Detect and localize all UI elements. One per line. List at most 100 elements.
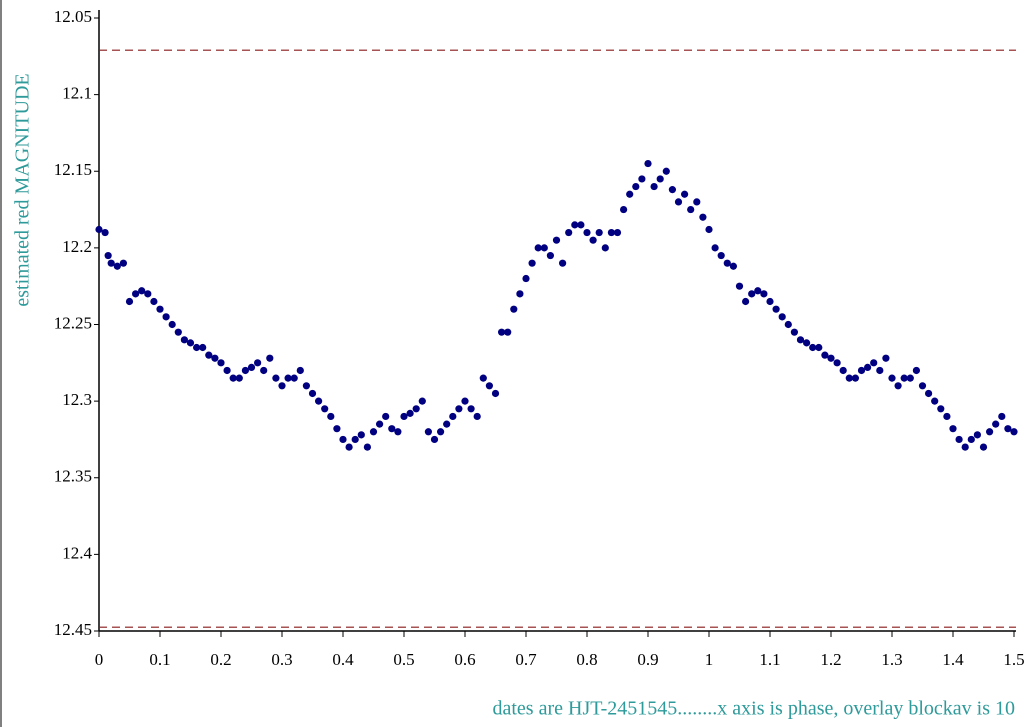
data-point — [851, 374, 860, 382]
y-tick-label: 12.2 — [62, 237, 92, 256]
data-point — [906, 374, 914, 382]
data-point — [119, 259, 127, 267]
data-point — [278, 382, 286, 390]
data-point — [101, 228, 109, 237]
data-point — [571, 221, 579, 229]
data-point — [552, 236, 561, 244]
data-point — [955, 435, 963, 444]
data-point — [369, 428, 378, 436]
data-point — [626, 190, 634, 198]
data-point — [193, 343, 201, 352]
data-point — [1010, 428, 1018, 436]
data-point — [162, 313, 170, 321]
data-point — [644, 159, 652, 168]
data-point — [382, 412, 390, 421]
data-point — [876, 366, 884, 375]
data-point — [760, 290, 768, 298]
data-point — [321, 405, 329, 413]
data-point — [559, 259, 567, 267]
data-point — [504, 328, 512, 336]
data-point — [888, 374, 896, 382]
data-point — [296, 366, 304, 375]
data-point — [418, 397, 426, 405]
data-point — [1004, 425, 1012, 433]
data-point — [345, 443, 353, 451]
data-point — [613, 228, 622, 237]
data-point — [260, 366, 268, 375]
data-point — [754, 287, 762, 295]
data-point — [565, 228, 573, 237]
data-point — [589, 236, 597, 244]
x-tick-label: 1.1 — [759, 650, 780, 669]
data-point — [394, 428, 402, 436]
data-point — [315, 397, 323, 405]
data-point — [199, 343, 207, 352]
data-point — [351, 435, 359, 444]
data-point — [302, 382, 310, 390]
footer-note: dates are HJT-2451545........x axis is p… — [493, 698, 1016, 720]
data-point — [870, 359, 878, 367]
data-point — [790, 328, 799, 336]
data-point — [485, 382, 493, 390]
data-point — [113, 262, 121, 270]
data-point — [540, 244, 548, 252]
data-point — [705, 225, 713, 234]
data-point — [174, 328, 182, 336]
data-point — [821, 351, 829, 359]
data-point — [400, 412, 408, 421]
data-point — [900, 374, 908, 382]
data-point — [986, 428, 994, 436]
x-tick-label: 0.5 — [393, 650, 414, 669]
x-tick-label: 1 — [705, 650, 714, 669]
x-tick-label: 0 — [95, 650, 104, 669]
y-tick-label: 12.4 — [62, 543, 92, 562]
data-point — [809, 343, 817, 352]
x-tick-label: 0.1 — [149, 650, 170, 669]
y-tick-label: 12.15 — [54, 160, 92, 179]
data-point — [150, 297, 158, 306]
data-point — [717, 251, 725, 260]
data-point — [772, 305, 780, 313]
data-point — [376, 420, 384, 428]
data-point — [992, 420, 1000, 428]
data-point — [766, 297, 774, 306]
x-tick-label: 0.3 — [271, 650, 292, 669]
data-point — [735, 282, 744, 290]
data-point — [235, 374, 243, 382]
data-point — [217, 359, 225, 367]
data-point — [461, 397, 469, 405]
data-point — [803, 339, 811, 347]
data-point — [595, 228, 603, 237]
data-point — [857, 366, 866, 375]
data-point — [925, 389, 933, 398]
data-point — [290, 374, 298, 382]
data-point — [748, 290, 756, 298]
data-point — [815, 343, 823, 352]
data-point — [308, 389, 317, 398]
data-point — [729, 262, 738, 270]
data-point — [577, 221, 585, 229]
x-tick-label: 0.7 — [515, 650, 537, 669]
data-point — [363, 443, 371, 451]
y-tick-label: 12.05 — [54, 7, 92, 26]
x-tick-label: 0.8 — [576, 650, 597, 669]
data-point — [534, 244, 542, 252]
data-point — [510, 305, 518, 313]
data-point — [607, 228, 616, 237]
data-point — [943, 412, 951, 421]
data-point — [656, 175, 664, 183]
data-point — [479, 374, 487, 382]
data-point — [601, 244, 609, 252]
data-point — [406, 409, 414, 417]
data-point — [681, 190, 689, 198]
data-point — [339, 435, 347, 444]
data-point — [473, 412, 481, 421]
data-point — [937, 405, 945, 413]
data-point — [674, 198, 683, 206]
y-tick-label: 12.25 — [54, 313, 92, 332]
data-point — [156, 305, 164, 313]
data-point — [254, 359, 262, 367]
data-point — [961, 443, 969, 451]
